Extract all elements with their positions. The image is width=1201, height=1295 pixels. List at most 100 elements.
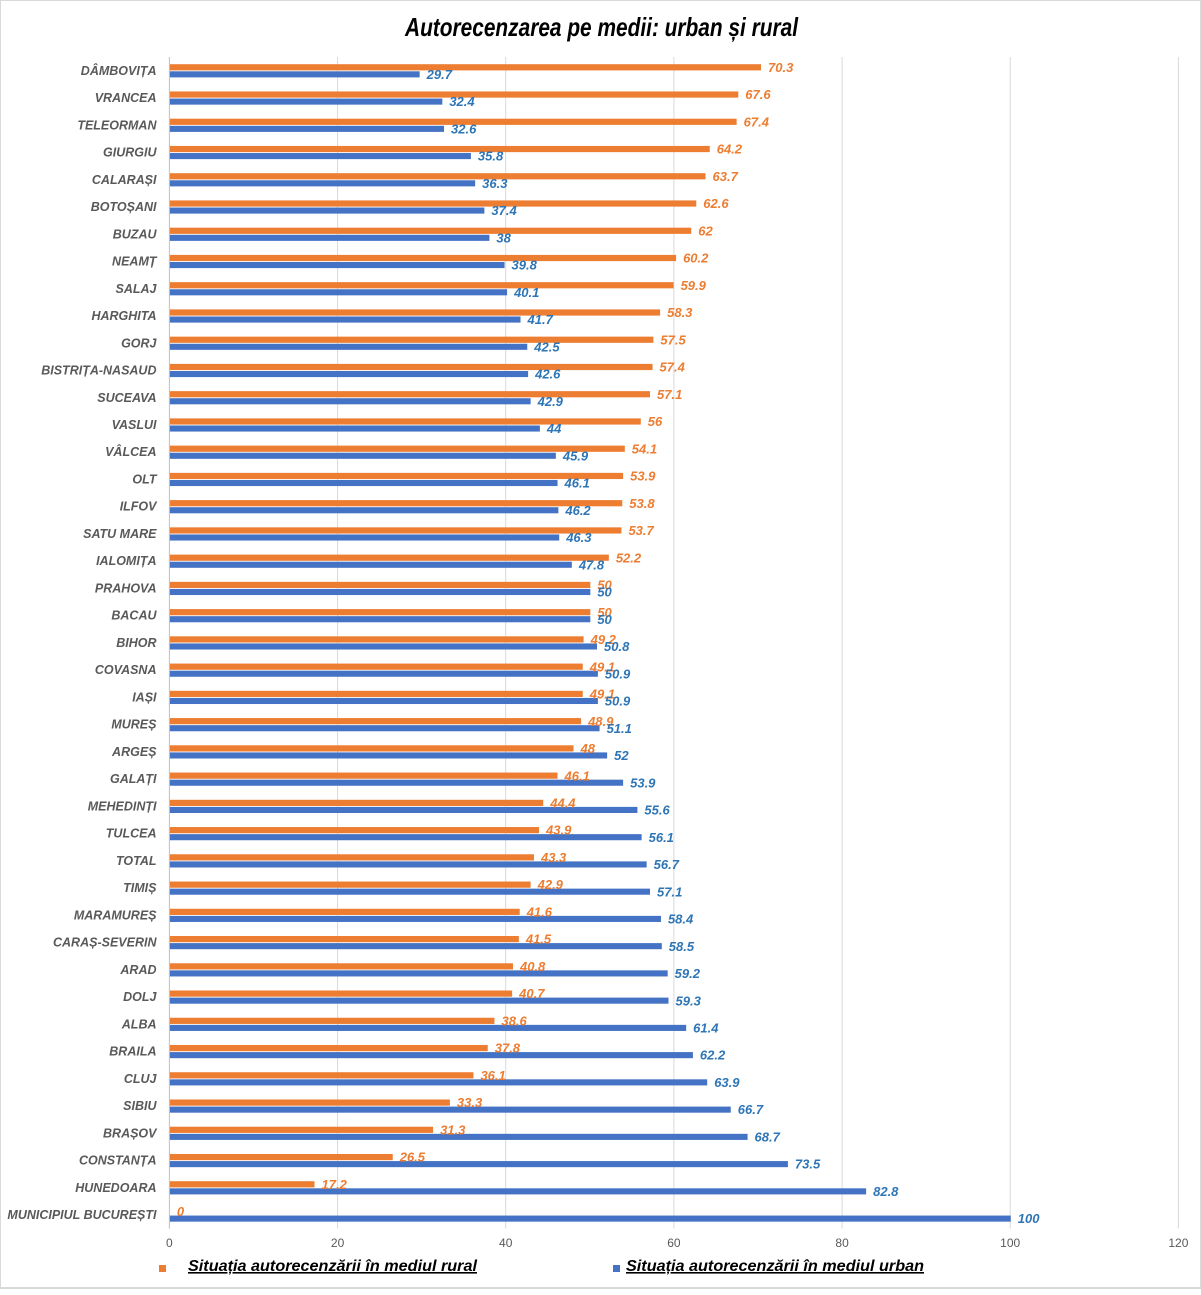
svg-text:37.8: 37.8 [495,1041,521,1056]
svg-text:50: 50 [597,612,612,627]
svg-text:40.8: 40.8 [519,959,546,974]
svg-text:IALOMIȚA: IALOMIȚA [96,554,156,568]
svg-text:59.3: 59.3 [676,993,702,1008]
svg-text:38: 38 [496,230,511,245]
svg-text:Situația autorecenzării în med: Situația autorecenzării în mediul rural [188,1258,478,1275]
svg-text:BUZAU: BUZAU [113,227,158,241]
svg-text:45.9: 45.9 [562,448,589,463]
svg-text:CONSTANȚA: CONSTANȚA [79,1154,157,1168]
svg-text:62.2: 62.2 [700,1048,726,1063]
svg-text:TIMIȘ: TIMIȘ [123,881,157,895]
svg-text:100: 100 [1000,1236,1020,1250]
svg-text:26.5: 26.5 [399,1150,426,1165]
svg-text:40.1: 40.1 [513,285,539,300]
svg-text:29.7: 29.7 [426,67,453,82]
svg-text:BOTOȘANI: BOTOȘANI [91,200,157,214]
svg-text:57.1: 57.1 [657,884,682,899]
svg-text:52.2: 52.2 [616,550,642,565]
svg-text:VÂLCEA: VÂLCEA [105,444,156,459]
svg-text:50: 50 [597,578,612,593]
svg-text:43.3: 43.3 [540,850,567,865]
svg-text:41.7: 41.7 [527,312,554,327]
svg-text:ALBA: ALBA [121,1017,157,1031]
svg-text:56.1: 56.1 [649,830,674,845]
svg-text:CLUJ: CLUJ [124,1072,158,1086]
svg-text:43.9: 43.9 [545,823,572,838]
svg-text:50: 50 [597,585,612,600]
svg-text:46.1: 46.1 [564,476,590,491]
svg-text:37.4: 37.4 [491,203,517,218]
svg-text:HUNEDOARA: HUNEDOARA [75,1181,156,1195]
svg-text:42.9: 42.9 [537,877,564,892]
svg-text:32.4: 32.4 [449,94,475,109]
svg-text:60.2: 60.2 [683,251,709,266]
svg-text:35.8: 35.8 [478,149,504,164]
svg-text:54.1: 54.1 [632,441,657,456]
svg-text:0: 0 [166,1236,173,1250]
svg-text:66.7: 66.7 [738,1102,764,1117]
svg-text:64.2: 64.2 [717,142,743,157]
svg-text:CALARAȘI: CALARAȘI [92,173,157,187]
svg-text:ILFOV: ILFOV [120,500,158,514]
svg-text:50.9: 50.9 [605,666,631,681]
svg-text:41.5: 41.5 [525,932,552,947]
svg-text:46.2: 46.2 [564,503,591,518]
svg-text:40.7: 40.7 [518,986,545,1001]
svg-text:48: 48 [580,741,596,756]
svg-text:TOTAL: TOTAL [116,854,157,868]
svg-text:IAȘI: IAȘI [132,690,157,704]
svg-text:57.4: 57.4 [660,360,686,375]
svg-text:42.9: 42.9 [537,394,564,409]
svg-text:47.8: 47.8 [578,557,605,572]
svg-text:58.5: 58.5 [669,939,695,954]
svg-text:GORJ: GORJ [121,336,157,350]
svg-text:MUNICIPIUL BUCUREȘTI: MUNICIPIUL BUCUREȘTI [7,1208,157,1222]
svg-text:COVASNA: COVASNA [95,663,157,677]
svg-text:50: 50 [597,605,612,620]
svg-text:GIURGIU: GIURGIU [103,146,157,160]
svg-text:50.8: 50.8 [604,639,630,654]
svg-text:55.6: 55.6 [644,803,670,818]
svg-text:53.9: 53.9 [630,469,656,484]
svg-text:46.1: 46.1 [564,768,590,783]
svg-text:40: 40 [499,1236,513,1250]
svg-text:58.3: 58.3 [667,305,693,320]
svg-text:80: 80 [835,1236,849,1250]
svg-text:41.6: 41.6 [526,904,553,919]
svg-text:17.2: 17.2 [322,1177,348,1192]
svg-text:GALAȚI: GALAȚI [110,772,157,786]
svg-text:ARGEȘ: ARGEȘ [111,745,157,759]
svg-text:TULCEA: TULCEA [106,827,157,841]
svg-text:44.4: 44.4 [549,795,576,810]
svg-text:60: 60 [667,1236,681,1250]
svg-text:36.3: 36.3 [482,176,508,191]
svg-text:BIHOR: BIHOR [116,636,156,650]
svg-text:TELEORMAN: TELEORMAN [77,118,157,132]
svg-text:59.2: 59.2 [675,966,701,981]
svg-text:0: 0 [177,1204,185,1219]
svg-text:62.6: 62.6 [703,196,729,211]
svg-text:38.6: 38.6 [501,1013,527,1028]
svg-text:57.5: 57.5 [660,332,686,347]
svg-text:32.6: 32.6 [451,121,477,136]
svg-text:48.9: 48.9 [587,714,614,729]
svg-text:63.7: 63.7 [713,169,739,184]
svg-text:51.1: 51.1 [607,721,632,736]
svg-text:42.5: 42.5 [533,339,560,354]
svg-text:56: 56 [648,414,663,429]
svg-text:67.6: 67.6 [745,87,771,102]
svg-text:49.1: 49.1 [589,659,615,674]
svg-text:SALAJ: SALAJ [116,282,158,296]
svg-text:BRAILA: BRAILA [109,1045,156,1059]
svg-text:100: 100 [1018,1211,1040,1226]
svg-text:58.4: 58.4 [668,912,694,927]
svg-text:42.6: 42.6 [534,367,561,382]
svg-text:MUREȘ: MUREȘ [111,718,157,732]
svg-text:57.1: 57.1 [657,387,682,402]
svg-text:Autorecenzarea pe medii: urban: Autorecenzarea pe medii: urban și rural [404,12,798,42]
svg-text:BRAȘOV: BRAȘOV [103,1126,158,1140]
svg-text:SIBIU: SIBIU [123,1099,157,1113]
svg-text:NEAMȚ: NEAMȚ [112,255,158,269]
svg-text:SATU MARE: SATU MARE [83,527,157,541]
svg-text:82.8: 82.8 [873,1184,899,1199]
